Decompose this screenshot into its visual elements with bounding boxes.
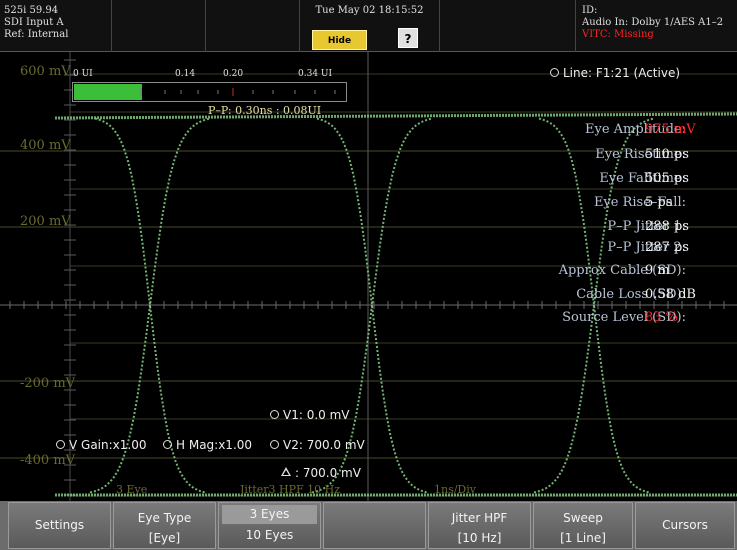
audio-input: Audio In: Dolby 1/AES A1–2: [582, 17, 724, 28]
status-cell: [440, 0, 576, 52]
eye-display: 600 mV 400 mV 200 mV -200 mV -400 mV 0 U…: [0, 52, 737, 501]
v2-cursor-readout: V2: 700.0 mV: [270, 438, 365, 452]
measurement-label: Eye Risetime:: [595, 147, 686, 162]
jitter-hpf-label: Jitter HPF: [451, 511, 508, 525]
delta-icon: [281, 467, 291, 476]
measurement-value: 505 ps: [645, 171, 689, 186]
sweep-softkey[interactable]: Sweep [1 Line]: [533, 502, 633, 549]
signal-info: 525i 59.94 SDI Input A Ref: Internal: [0, 0, 112, 52]
meter-scale-label: 0 UI: [73, 69, 93, 79]
status-bar: 525i 59.94 SDI Input A Ref: Internal Tue…: [0, 0, 737, 66]
meter-scale-label: 0.20: [223, 69, 244, 79]
v2-value: V2: 700.0 mV: [283, 438, 365, 452]
meter-scale-label: 0.14: [175, 69, 196, 79]
hmag-value: H Mag:x1.00: [176, 438, 253, 452]
delta-value: : 700.0 mV: [295, 466, 361, 480]
status-cell: [206, 0, 300, 52]
blank-softkey[interactable]: [323, 502, 426, 549]
eye-count-softkey[interactable]: 3 Eyes 10 Eyes: [218, 502, 321, 549]
measurement-label: Cable Loss (SD):: [576, 287, 686, 302]
eye-rise-trace: [533, 117, 655, 494]
measurement-value: 0.58 dB: [645, 287, 696, 302]
vgain-value: V Gain:x1.00: [69, 438, 147, 452]
measurement-label: Eye Amplitude:: [584, 122, 686, 137]
knob-icon: [550, 68, 559, 77]
v1-cursor-readout: V1: 0.0 mV: [270, 408, 350, 422]
status-cell: [112, 0, 206, 52]
eye-diagram-plot: [0, 52, 737, 501]
knob-icon: [163, 440, 172, 449]
settings-softkey[interactable]: Settings: [8, 502, 111, 549]
y-axis-label: -200 mV: [20, 376, 76, 391]
eye-high-level-trace: [54, 112, 737, 120]
reference-source: Ref: Internal: [4, 29, 69, 40]
y-axis-label: 600 mV: [20, 64, 71, 79]
datetime-cell: Tue May 02 18:15:52: [300, 0, 440, 52]
settings-label: Settings: [34, 518, 85, 532]
datetime: Tue May 02 18:15:52: [315, 5, 424, 16]
eye-type-value: [Eye]: [148, 531, 181, 545]
jitter-hpf-value: [10 Hz]: [457, 531, 502, 545]
input-source: SDI Input A: [4, 17, 64, 28]
sweep-value: [1 Line]: [560, 531, 606, 545]
measurement-label: Eye Rise–Fall:: [593, 195, 686, 210]
hmag-readout: H Mag:x1.00: [163, 438, 252, 452]
eye-type-softkey[interactable]: Eye Type [Eye]: [113, 502, 216, 549]
jitter-meter: [72, 82, 347, 102]
eye-rise-trace: [89, 117, 211, 494]
eye-count-option[interactable]: 10 Eyes: [245, 528, 294, 542]
measurement-label: Source Level (SD):: [562, 310, 686, 325]
line-select-label[interactable]: Line: F1:21 (Active): [550, 66, 680, 80]
jitter-hpf-softkey[interactable]: Jitter HPF [10 Hz]: [428, 502, 531, 549]
line-select-text: Line: F1:21 (Active): [563, 66, 681, 80]
vitc-status: VITC: Missing: [582, 29, 654, 40]
measurement-value: 5 ps: [645, 195, 673, 210]
eye-fall-trace: [538, 117, 650, 494]
meter-scale-label: 0.34 UI: [298, 69, 333, 79]
knob-icon: [56, 440, 65, 449]
jitter-hpf-hint: Jitter3 HPF 10 Hz: [240, 483, 341, 496]
cursors-label: Cursors: [662, 518, 708, 532]
hide-menu-button[interactable]: Hide Menu: [312, 30, 367, 66]
measurement-value: 975 mV: [645, 122, 696, 137]
v1-value: V1: 0.0 mV: [283, 408, 350, 422]
y-axis-label: 200 mV: [20, 214, 71, 229]
cursors-softkey[interactable]: Cursors: [635, 502, 735, 549]
timebase-hint: 1ns/Div: [434, 483, 476, 496]
eye-count-hint: 3 Eye: [116, 483, 148, 496]
eye-fall-trace: [94, 117, 206, 494]
y-axis-label: 400 mV: [20, 138, 71, 153]
knob-icon: [270, 410, 279, 419]
jitter-meter-fill: [74, 84, 142, 100]
delta-readout: : 700.0 mV: [281, 466, 361, 480]
help-button[interactable]: ?: [398, 28, 418, 48]
audio-info: ID: Audio In: Dolby 1/AES A1–2 VITC: Mis…: [576, 0, 737, 52]
y-axis-label: -400 mV: [20, 453, 76, 468]
measurement-value: 287 ps: [645, 240, 689, 255]
eye-count-option-selected[interactable]: 3 Eyes: [222, 505, 317, 524]
id-label: ID:: [582, 5, 598, 16]
sweep-label: Sweep: [563, 511, 603, 525]
measurement-label: P–P Jitter 1:: [607, 219, 686, 234]
measurement-value: 9 m: [645, 263, 670, 278]
measurement-value: 510 ps: [645, 147, 689, 162]
peak-to-peak-label: P–P: 0.30ns : 0.08UI: [208, 104, 322, 117]
eye-rise-trace: [311, 117, 433, 494]
softkey-bar: Settings Eye Type [Eye] 3 Eyes 10 Eyes J…: [0, 501, 737, 550]
measurement-value: 288 ps: [645, 219, 689, 234]
vgain-readout: V Gain:x1.00: [56, 438, 146, 452]
measurement-label: P–P Jitter 2:: [607, 240, 686, 255]
eye-fall-trace: [316, 117, 428, 494]
measurement-label: Approx Cable (SD):: [558, 263, 686, 278]
measurement-value: 83 %: [645, 310, 679, 325]
knob-icon: [270, 440, 279, 449]
eye-type-label: Eye Type: [137, 511, 192, 525]
measurement-label: Eye Falltime:: [599, 171, 686, 186]
video-format: 525i 59.94: [4, 5, 59, 16]
jitter-meter-ticks: [140, 88, 336, 96]
